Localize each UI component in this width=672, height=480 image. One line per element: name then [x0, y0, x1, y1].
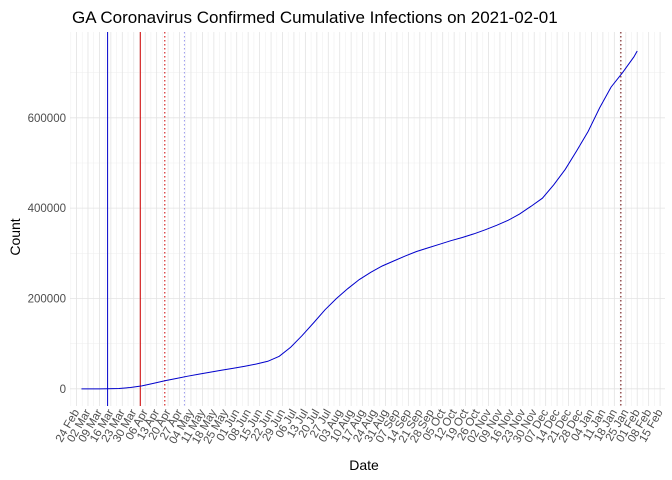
y-tick-label: 400000: [28, 203, 66, 215]
chart-title: GA Coronavirus Confirmed Cumulative Infe…: [72, 8, 558, 27]
y-tick-label: 600000: [28, 113, 66, 125]
y-tick-label: 200000: [28, 293, 66, 305]
y-axis-title: Count: [7, 218, 23, 255]
grid-minor: [70, 32, 665, 406]
y-tick-label: 0: [60, 384, 66, 396]
y-tick-labels: 0 200000 400000 600000: [28, 113, 66, 396]
x-axis-title: Date: [349, 457, 379, 473]
grid-major: [70, 32, 665, 406]
reference-lines: [107, 32, 622, 406]
series-layer: [81, 50, 638, 390]
series-line: [81, 50, 638, 390]
